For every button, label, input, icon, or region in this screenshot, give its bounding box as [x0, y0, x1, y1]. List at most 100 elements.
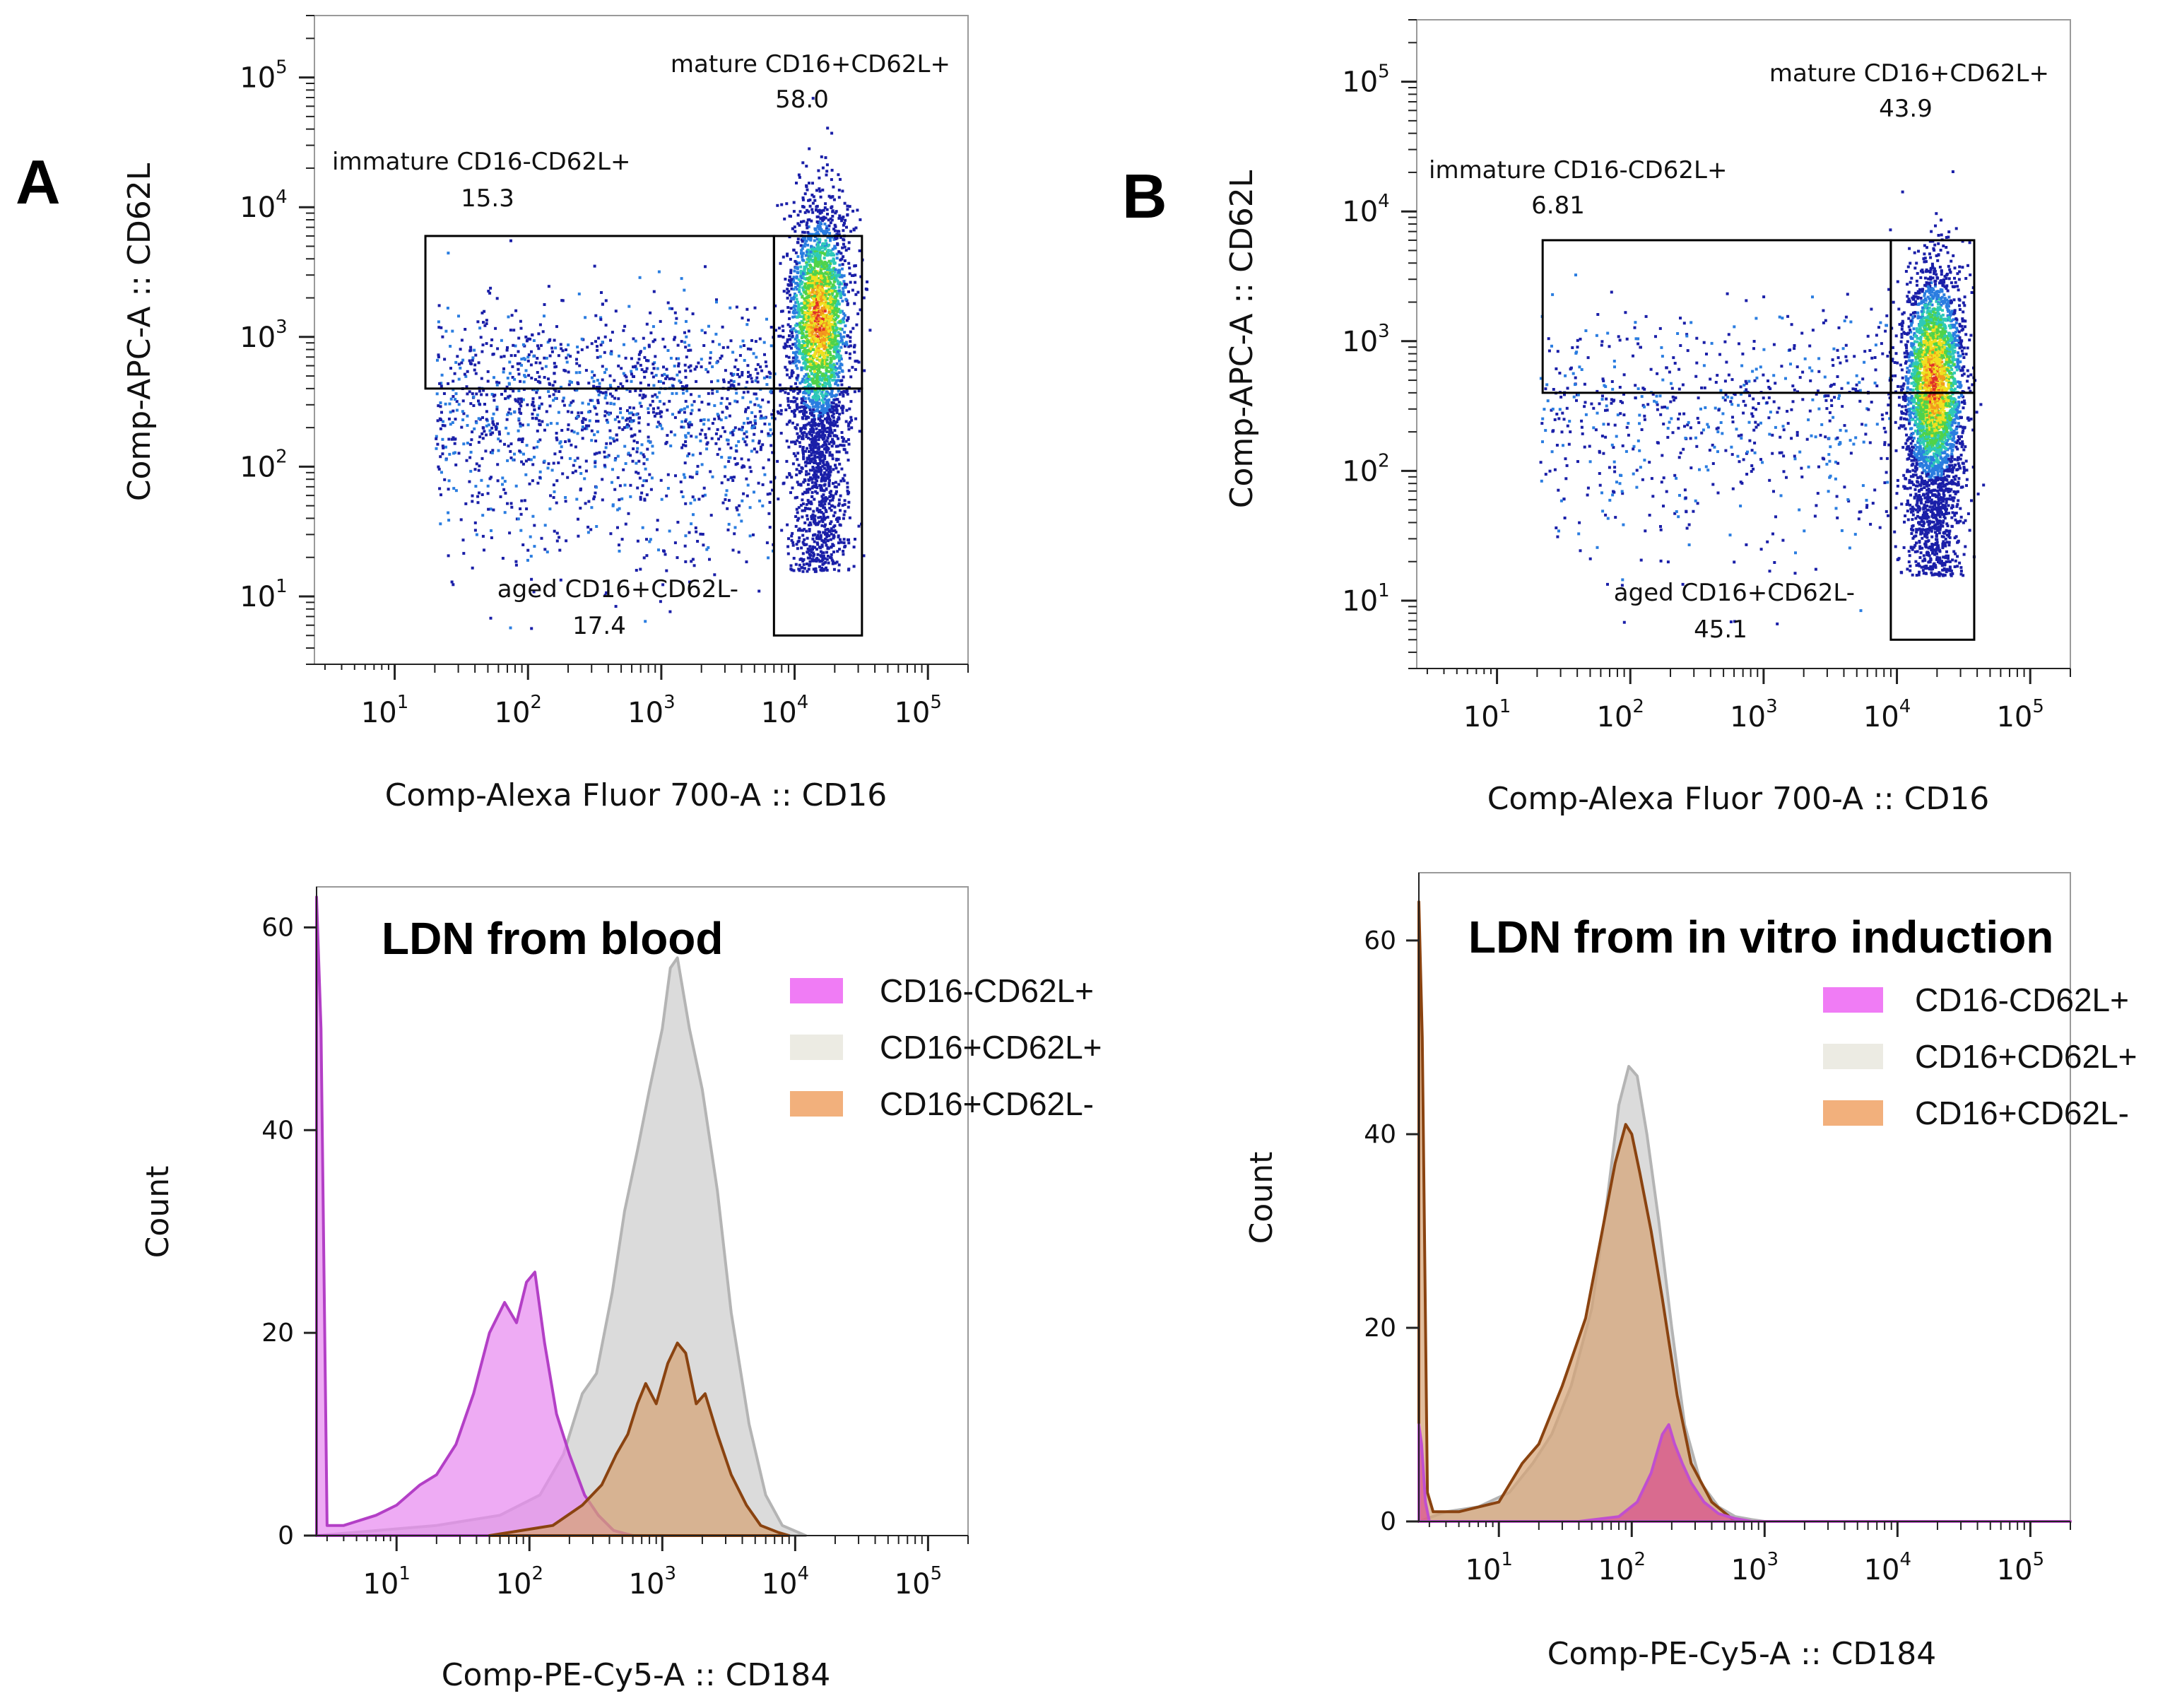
- scatter-point: [1601, 377, 1605, 381]
- scatter-point: [798, 471, 801, 475]
- scatter-point: [442, 446, 445, 449]
- scatter-point: [803, 323, 806, 326]
- scatter-point: [832, 363, 835, 366]
- scatter-point: [1598, 483, 1602, 487]
- scatter-point: [833, 290, 837, 293]
- scatter-point: [759, 365, 762, 369]
- scatter-point: [475, 392, 478, 396]
- scatter-point: [814, 481, 818, 485]
- scatter-point: [581, 428, 584, 432]
- scatter-point: [757, 404, 760, 407]
- scatter-point: [824, 497, 827, 501]
- scatter-point: [453, 442, 456, 445]
- scatter-point: [838, 413, 842, 416]
- panel-letter-a: A: [16, 147, 61, 217]
- scatter-point: [806, 226, 809, 230]
- scatter-point: [503, 511, 507, 514]
- scatter-point: [1798, 376, 1802, 379]
- scatter-point: [854, 226, 858, 230]
- scatter-point: [615, 433, 618, 437]
- scatter-point: [798, 288, 801, 292]
- scatter-point: [805, 318, 808, 322]
- scatter-point: [808, 459, 812, 462]
- scatter-point: [806, 208, 809, 212]
- scatter-point: [468, 480, 471, 483]
- scatter-point: [835, 380, 838, 384]
- scatter-point: [620, 367, 623, 370]
- scatter-point: [532, 339, 536, 342]
- scatter-point: [823, 242, 827, 246]
- scatter-point: [810, 284, 814, 288]
- scatter-point: [806, 248, 810, 252]
- scatter-point: [570, 381, 573, 384]
- scatter-point: [661, 427, 664, 430]
- scatter-point: [1685, 333, 1689, 336]
- scatter-point: [802, 558, 806, 561]
- scatter-point: [826, 375, 830, 378]
- scatter-point: [817, 339, 820, 343]
- scatter-point: [839, 334, 842, 337]
- scatter-point: [709, 356, 712, 360]
- scatter-point: [741, 317, 744, 320]
- scatter-point: [578, 364, 582, 367]
- scatter-point: [789, 293, 791, 297]
- scatter-point: [660, 411, 664, 413]
- scatter-point: [820, 334, 823, 337]
- scatter-point: [813, 517, 816, 521]
- scatter-point: [796, 547, 799, 550]
- scatter-point: [716, 453, 719, 457]
- scatter-point: [711, 365, 714, 368]
- scatter-point: [818, 326, 822, 330]
- scatter-point: [630, 411, 633, 415]
- scatter-point: [789, 307, 793, 310]
- scatter-point: [503, 442, 506, 446]
- scatter-point: [622, 468, 625, 471]
- scatter-point: [644, 620, 647, 623]
- scatter-point: [820, 351, 823, 355]
- scatter-point: [526, 355, 530, 359]
- scatter-point: [1612, 360, 1616, 363]
- scatter-point: [791, 421, 794, 425]
- scatter-point: [638, 276, 642, 279]
- scatter-point: [647, 407, 650, 411]
- scatter-point: [820, 504, 823, 507]
- scatter-point: [792, 361, 795, 365]
- scatter-point: [798, 341, 801, 344]
- scatter-point: [696, 540, 700, 543]
- scatter-point: [656, 528, 659, 531]
- scatter-point: [824, 541, 827, 544]
- scatter-point: [1704, 465, 1708, 469]
- scatter-point: [754, 392, 757, 396]
- scatter-point: [847, 500, 851, 504]
- scatter-point: [824, 247, 827, 249]
- scatter-point: [812, 335, 815, 338]
- scatter-point: [808, 256, 812, 259]
- scatter-point: [1565, 406, 1569, 410]
- scatter-point: [706, 441, 709, 444]
- scatter-point: [519, 438, 523, 442]
- scatter-point: [474, 485, 478, 488]
- scatter-point: [729, 306, 732, 310]
- scatter-point: [650, 372, 654, 375]
- scatter-point: [1838, 394, 1841, 397]
- scatter-point: [821, 374, 825, 377]
- scatter-point: [570, 443, 573, 447]
- scatter-point: [806, 365, 809, 368]
- scatter-point: [794, 345, 798, 348]
- scatter-point: [1875, 334, 1878, 337]
- gate-name-label: mature CD16+CD62L+: [671, 50, 950, 78]
- scatter-point: [618, 549, 621, 553]
- scatter-point: [812, 510, 815, 513]
- scatter-point: [785, 345, 789, 348]
- scatter-point: [476, 501, 480, 505]
- scatter-point: [671, 384, 675, 388]
- scatter-point: [786, 523, 789, 526]
- scatter-point: [796, 288, 799, 291]
- scatter-point: [438, 487, 442, 490]
- scatter-point: [816, 455, 820, 459]
- scatter-point: [849, 340, 852, 343]
- scatter-point: [599, 316, 603, 319]
- scatter-point: [532, 446, 536, 449]
- scatter-point: [743, 440, 747, 444]
- scatter-point: [806, 536, 809, 540]
